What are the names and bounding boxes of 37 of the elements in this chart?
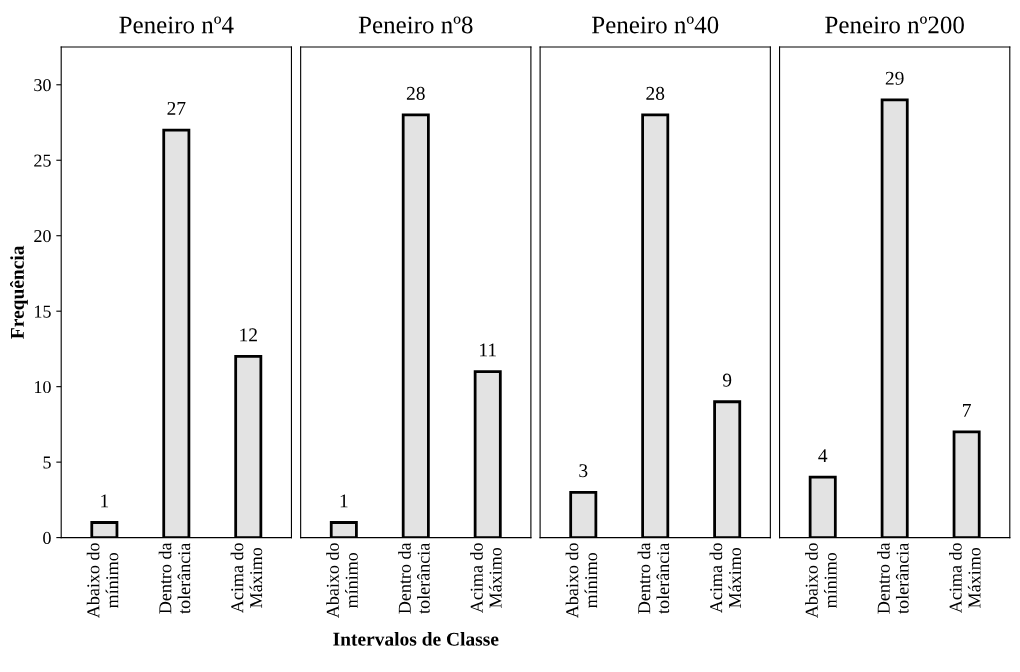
x-tick-label: Dentro da tolerância	[158, 542, 191, 614]
chart-title: Peneiro nº8	[358, 16, 473, 34]
chart-title: Peneiro nº4	[119, 16, 234, 34]
y-tick-label: 15	[35, 305, 51, 318]
data-label: 3	[579, 464, 588, 478]
data-label: 28	[406, 86, 425, 100]
data-label: 1	[340, 494, 348, 508]
x-tick-label: Dentro da tolerância	[877, 542, 909, 614]
y-tick-label: 5	[43, 456, 51, 469]
data-label: 4	[818, 449, 828, 462]
x-tick-label: Dentro da tolerância	[637, 542, 670, 614]
x-tick-label: Acima do Máximo	[230, 543, 263, 613]
x-tick-label: Acima do Máximo	[470, 543, 502, 613]
data-label: 27	[167, 101, 186, 115]
data-label: 7	[963, 403, 971, 417]
y-axis-title: Frequência	[10, 245, 28, 339]
y-tick-label: 25	[34, 154, 51, 167]
x-tick-label: Dentro da tolerância	[398, 542, 430, 614]
y-tick-label: 30	[34, 79, 51, 92]
x-tick-label: Abaixo do mínimo	[805, 543, 837, 619]
data-label: 29	[885, 71, 904, 85]
x-tick-label: Acima do Máximo	[709, 543, 742, 613]
y-tick-label: 10	[35, 380, 51, 394]
x-tick-label: Abaixo do mínimo	[86, 543, 119, 619]
data-label: 12	[240, 328, 257, 342]
data-label: 1	[101, 494, 109, 508]
y-tick-label: 0	[43, 531, 51, 545]
chart-title: Peneiro nº200	[825, 16, 964, 34]
x-tick-label: Acima do Máximo	[949, 543, 981, 613]
chart-title: Peneiro nº40	[592, 16, 719, 34]
x-tick-label: Abaixo do mínimo	[326, 543, 358, 619]
data-label: 28	[646, 86, 665, 100]
data-label: 9	[722, 373, 732, 387]
data-label: 11	[480, 343, 496, 357]
y-tick-label: 20	[34, 229, 51, 243]
x-tick-label: Abaixo do mínimo	[565, 543, 598, 619]
x-axis-title: Intervalos de Classe	[333, 632, 499, 646]
